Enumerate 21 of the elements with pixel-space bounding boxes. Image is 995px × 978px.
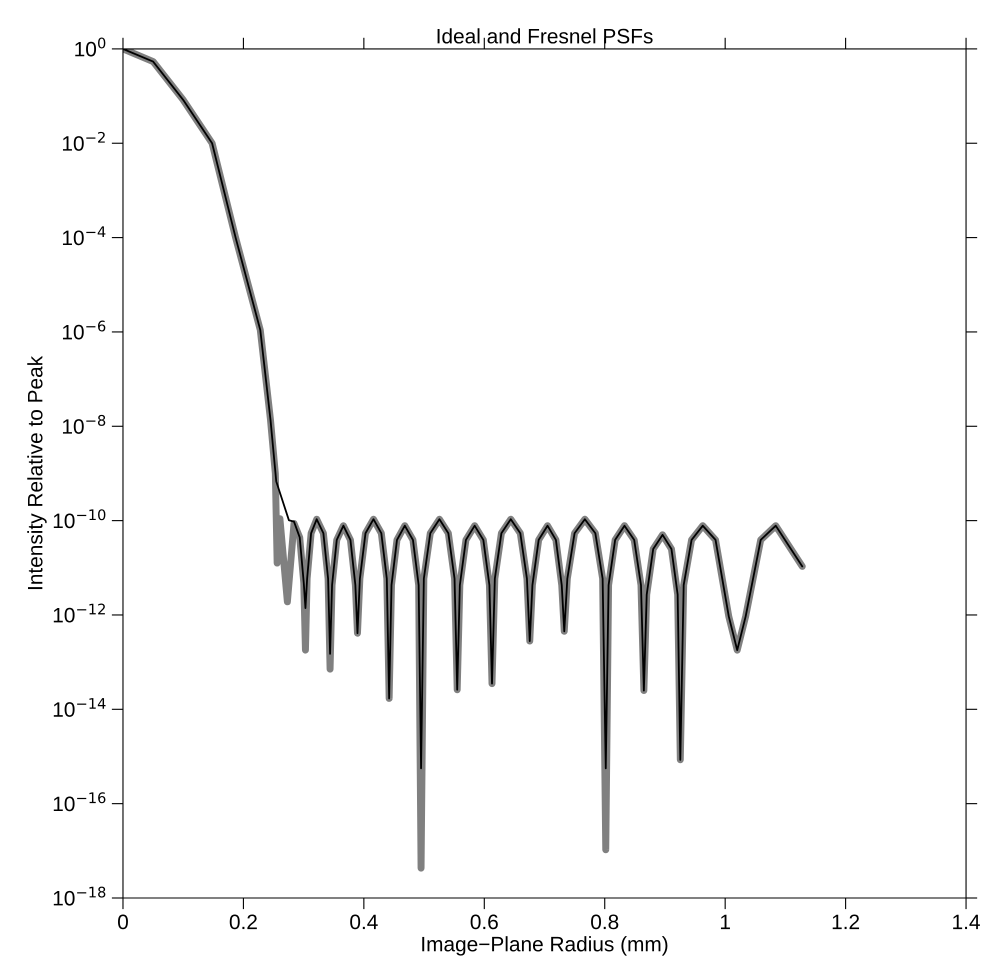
y-tick-label: 10$^{−18}$	[54, 886, 106, 906]
x-tick-label: 0.6	[470, 914, 498, 930]
x-tick-label: 1	[720, 914, 730, 930]
x-tick-label: 1.4	[953, 914, 980, 930]
y-tick-label: 10$^{−4}$	[62, 226, 106, 246]
x-axis-title: Image−Plane Radius (mm)	[422, 936, 668, 956]
y-tick-label: 10$^{−8}$	[62, 414, 106, 434]
y-tick-label: 10$^{0}$	[75, 37, 106, 56]
x-tick-label: 1.2	[832, 914, 860, 930]
x-tick-label: 0.8	[591, 914, 618, 930]
y-axis-title: Intensity Relative to Peak	[27, 356, 47, 590]
y-tick-label: 10$^{−10}$	[54, 509, 106, 528]
y-tick-label: 10$^{−14}$	[54, 698, 106, 717]
x-tick-label: 0.2	[230, 914, 257, 930]
y-tick-label: 10$^{−16}$	[54, 792, 106, 812]
chart-title: Ideal and Fresnel PSFs	[438, 28, 653, 44]
x-tick-label: 0.4	[350, 914, 378, 930]
y-tick-label: 10$^{−12}$	[54, 604, 105, 623]
y-tick-label: 10$^{−6}$	[62, 320, 106, 340]
x-tick-label: 0	[118, 914, 128, 930]
y-tick-label: 10$^{−2}$	[62, 132, 105, 151]
